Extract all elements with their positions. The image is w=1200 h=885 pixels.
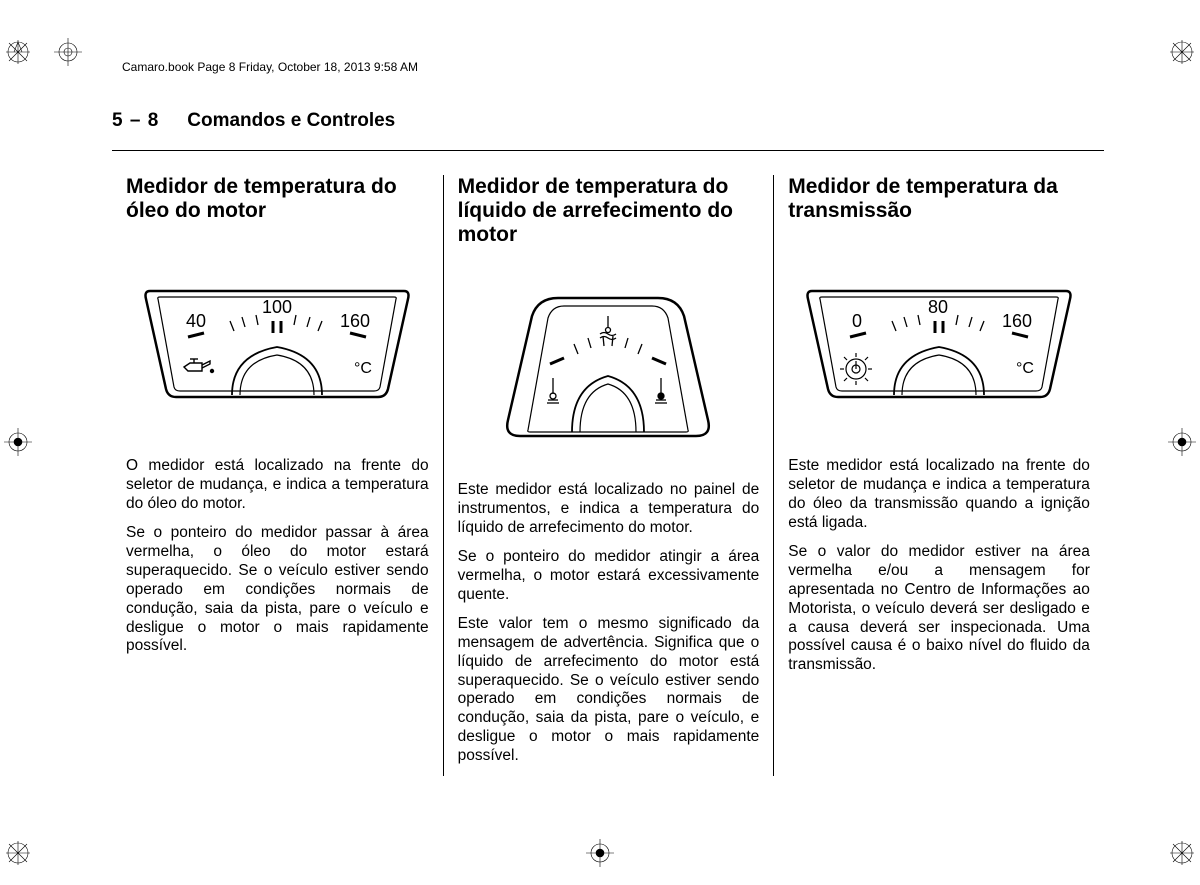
manual-page: 5 – 8 Comandos e Controles Medidor de te… xyxy=(112,110,1104,776)
page-number: 5 – 8 xyxy=(112,110,159,132)
col2-para1: Este medidor está localizado no painel d… xyxy=(458,481,760,538)
col3-title: Medidor de temperatura da transmissão xyxy=(788,175,1090,223)
coolant-temp-gauge xyxy=(458,271,760,461)
gauge1-left-label: 40 xyxy=(186,311,206,331)
gauge1-right-label: 160 xyxy=(340,311,370,331)
gauge3-right-label: 160 xyxy=(1002,311,1032,331)
column-2: Medidor de temperatura do líquido de arr… xyxy=(443,175,774,776)
col1-para2: Se o ponteiro do medidor passar à área v… xyxy=(126,524,429,656)
column-1: Medidor de temperatura do óleo do motor xyxy=(112,175,443,776)
crop-mark-starburst-tl xyxy=(4,38,32,66)
col2-para2: Se o ponteiro do medidor atingir a área … xyxy=(458,548,760,605)
thermometer-hot-icon xyxy=(655,378,667,403)
book-crop-header: Camaro.book Page 8 Friday, October 18, 2… xyxy=(122,60,418,74)
crop-mark-target-bc xyxy=(586,839,614,867)
col1-title: Medidor de temperatura do óleo do motor xyxy=(126,175,429,223)
thermometer-cold-icon xyxy=(547,378,559,403)
crop-mark-starburst-br xyxy=(1168,839,1196,867)
oil-temp-gauge: 40 100 160 °C xyxy=(126,247,429,437)
page-header: 5 – 8 Comandos e Controles xyxy=(112,110,1104,144)
gauge1-unit: °C xyxy=(354,360,372,377)
col2-para3: Este valor tem o mesmo significado da me… xyxy=(458,615,760,766)
crop-mark-target-lm xyxy=(4,428,32,456)
transmission-temp-gauge: 0 80 160 °C xyxy=(788,247,1090,437)
crop-mark-target-tc xyxy=(54,38,82,66)
coolant-temp-icon xyxy=(600,316,616,340)
column-3: Medidor de temperatura da transmissão xyxy=(773,175,1104,776)
crop-mark-starburst-tr xyxy=(1168,38,1196,66)
gauge3-unit: °C xyxy=(1016,360,1034,377)
content-columns: Medidor de temperatura do óleo do motor xyxy=(112,175,1104,776)
col3-para1: Este medidor está localizado na frente d… xyxy=(788,457,1090,533)
crop-mark-target-rm xyxy=(1168,428,1196,456)
crop-mark-starburst-bl xyxy=(4,839,32,867)
trans-temp-icon xyxy=(840,353,872,385)
col3-para2: Se o valor do medidor estiver na área ve… xyxy=(788,543,1090,675)
gauge1-top-label: 100 xyxy=(262,297,292,317)
oil-can-icon xyxy=(184,359,214,373)
gauge3-top-label: 80 xyxy=(928,297,948,317)
header-rule xyxy=(112,150,1104,151)
col1-para1: O medidor está localizado na frente do s… xyxy=(126,457,429,514)
col2-title: Medidor de temperatura do líquido de arr… xyxy=(458,175,760,247)
gauge3-left-label: 0 xyxy=(852,311,862,331)
section-title: Comandos e Controles xyxy=(187,110,395,132)
